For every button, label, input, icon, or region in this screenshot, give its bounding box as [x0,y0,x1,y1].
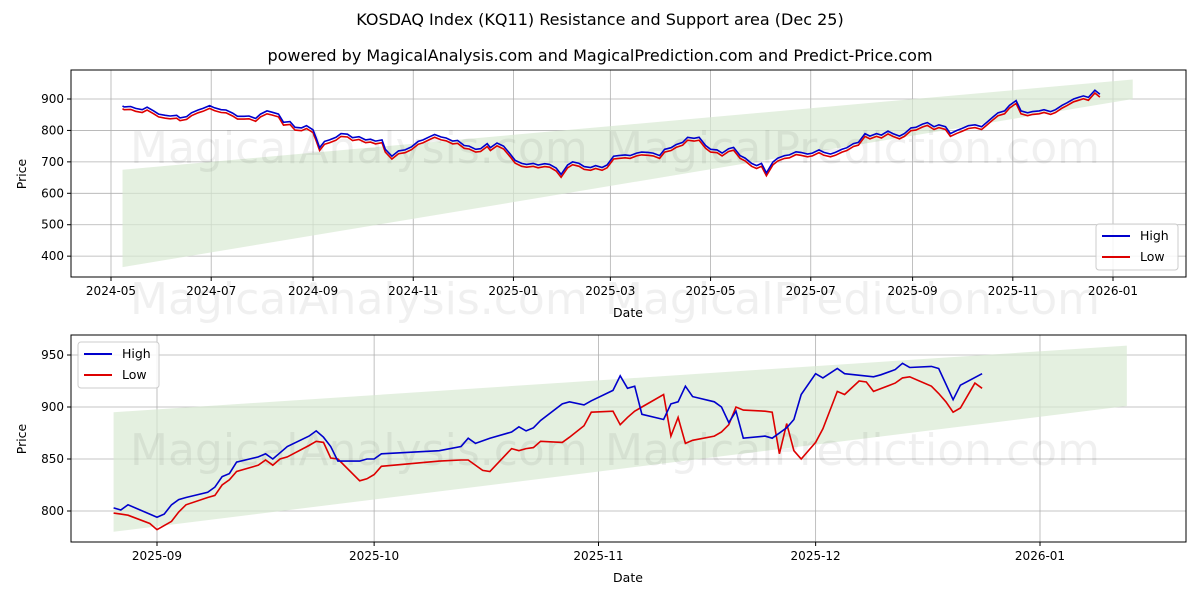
top-chart: MagicalAnalysis.com MagicalPrediction.co… [14,69,1187,320]
x-tick-label: 2025-10 [349,549,399,563]
watermark-analysis-mid: MagicalAnalysis.com [130,274,588,325]
y-tick-label: 950 [41,348,64,362]
bottom-legend: High Low [77,341,160,389]
top-x-axis: 2024-05 2024-07 2024-09 2024-11 2025-01 2025-… [86,277,1138,298]
y-tick-label: 850 [41,452,64,466]
bottom-x-axis-label: Date [613,570,643,585]
top-legend: High Low [1095,223,1179,271]
bottom-plot-frame [70,334,1187,543]
x-tick-label: 2026-01 [1015,549,1065,563]
top-y-axis: 400 500 600 700 800 900 [41,92,71,263]
x-tick-label: 2026-01 [1088,284,1138,298]
x-tick-label: 2025-11 [573,549,623,563]
y-tick-label: 900 [41,92,64,106]
watermark-prediction-mid: MagicalPrediction.com [605,274,1100,325]
x-tick-label: 2025-12 [791,549,841,563]
watermark-analysis-bottom: MagicalAnalysis.com [130,425,588,476]
top-x-axis-label: Date [613,305,643,320]
x-tick-label: 2025-09 [132,549,182,563]
y-tick-label: 700 [41,155,64,169]
y-tick-label: 500 [41,218,64,232]
top-support-resistance-band [122,79,1133,268]
top-y-axis-label: Price [14,158,29,189]
bottom-low-line [113,375,983,531]
x-tick-label: 2025-11 [988,284,1038,298]
x-tick-label: 2025-01 [488,284,538,298]
legend-high-label: High [1140,228,1169,243]
legend-low-label: Low [1140,249,1165,264]
y-tick-label: 800 [41,504,64,518]
top-low-line [122,91,1101,179]
bottom-high-line [113,362,983,519]
bottom-y-axis: 800 850 900 950 [41,348,71,518]
bottom-y-axis-label: Price [14,423,29,454]
x-tick-label: 2024-11 [388,284,438,298]
y-tick-label: 900 [41,400,64,414]
x-tick-label: 2024-09 [288,284,338,298]
bottom-chart: MagicalAnalysis.com MagicalPrediction.co… [14,334,1187,585]
x-tick-label: 2025-09 [888,284,938,298]
legend-low-label: Low [122,367,147,382]
x-tick-label: 2025-07 [786,284,836,298]
top-high-line [122,89,1101,176]
x-tick-label: 2025-05 [685,284,735,298]
watermark-prediction: MagicalPrediction.com [605,123,1100,174]
x-tick-label: 2024-07 [186,284,236,298]
watermark-analysis: MagicalAnalysis.com [130,123,588,174]
y-tick-label: 800 [41,123,64,137]
x-tick-label: 2025-03 [585,284,635,298]
y-tick-label: 400 [41,249,64,263]
y-tick-label: 600 [41,186,64,200]
legend-high-label: High [122,346,151,361]
bottom-x-axis: 2025-09 2025-10 2025-11 2025-12 2026-01 [132,542,1065,563]
chart-subtitle: powered by MagicalAnalysis.com and Magic… [267,46,933,65]
x-tick-label: 2024-05 [86,284,136,298]
chart-title: KOSDAQ Index (KQ11) Resistance and Suppo… [356,10,844,29]
top-plot-frame [70,69,1187,278]
watermark-prediction-bottom: MagicalPrediction.com [605,425,1100,476]
